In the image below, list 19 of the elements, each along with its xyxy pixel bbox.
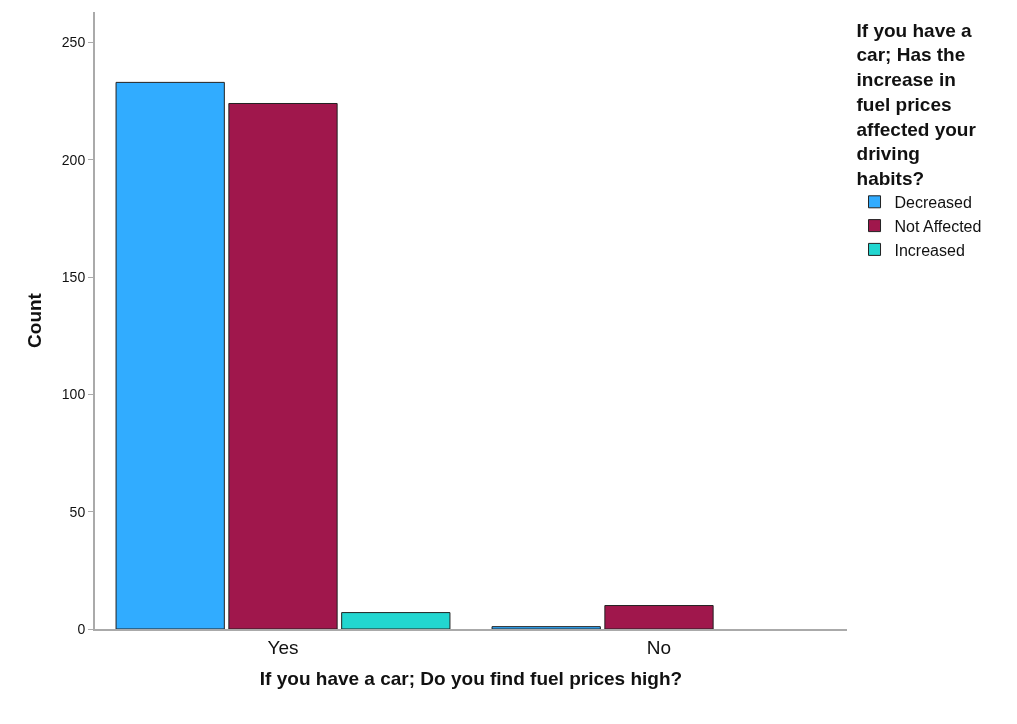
y-tick-label: 150 bbox=[61, 269, 86, 285]
bar bbox=[341, 612, 451, 629]
legend-label: Not Affected bbox=[894, 217, 982, 235]
x-axis-title: If you have a car; Do you find fuel prices high? bbox=[259, 668, 683, 690]
y-axis-title: Count bbox=[24, 292, 46, 348]
y-tick-label: 250 bbox=[61, 34, 86, 51]
y-tick-label: 200 bbox=[61, 151, 86, 168]
legend-title: If you have a car; Has the increase in fuel prices affected your driving habits? bbox=[856, 19, 977, 189]
legend-label: Increased bbox=[894, 241, 965, 259]
legend-label: Decreased bbox=[894, 194, 972, 212]
bar bbox=[491, 626, 601, 629]
x-tick-label: No bbox=[646, 636, 672, 658]
bar bbox=[604, 605, 714, 629]
y-tick-label: 100 bbox=[61, 386, 86, 403]
bar bbox=[228, 102, 338, 629]
y-tick-label: 50 bbox=[69, 503, 86, 520]
x-tick-label: Yes bbox=[267, 636, 299, 658]
bar bbox=[115, 81, 225, 629]
y-tick-label: 0 bbox=[77, 620, 86, 637]
